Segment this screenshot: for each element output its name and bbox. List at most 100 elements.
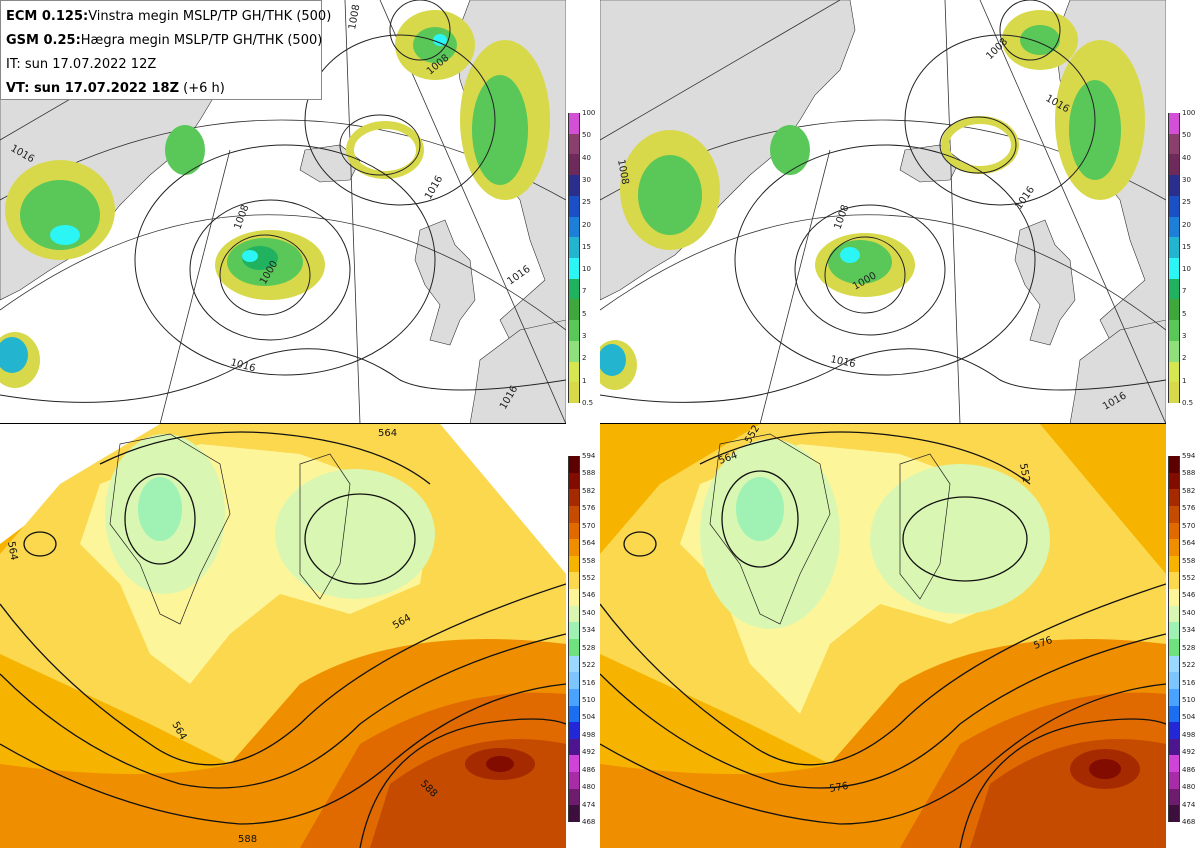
thickness-colorbar-segment (1168, 555, 1180, 573)
precip-colorbar-segment (1168, 340, 1180, 362)
panel-divider-horizontal-right (600, 423, 1166, 424)
thickness-colorbar-segment (1168, 672, 1180, 689)
british-isles-land (1014, 219, 1076, 346)
thickness-colorbar-segment (568, 472, 580, 490)
british-isles-land (414, 219, 476, 346)
thickness-colorbar-label: 570 (1182, 521, 1196, 530)
precip-colorbar-segment (568, 113, 580, 134)
precip-colorbar-label: 40 (1182, 153, 1191, 162)
thickness-colorbar-label: 486 (582, 765, 596, 774)
thickness-colorbar-segment (568, 805, 580, 822)
thickness-colorbar-label: 468 (1182, 818, 1196, 826)
precip-colorbar-segment (1168, 237, 1180, 258)
thickness-colorbar-segment (1168, 589, 1180, 606)
contour-label: 564 (5, 541, 19, 562)
info-line-valid-time: VT: sun 17.07.2022 18Z (+6 h) (6, 77, 316, 101)
precip-colorbar-label: 50 (1182, 131, 1191, 140)
thickness-colorbar-segment (568, 555, 580, 573)
precip-colorbar-segment (568, 216, 580, 238)
thickness-colorbar-label: 474 (582, 800, 596, 809)
panel-divider-horizontal-left (0, 423, 566, 424)
thickness-colorbar-segment (1168, 788, 1180, 806)
thickness-colorbar-label: 564 (582, 539, 596, 548)
precip-colorbar-segment (568, 278, 580, 300)
gsm-thickness-svg: 552 552 576 576 564 (600, 424, 1166, 848)
thickness-colorbar-segment (1168, 489, 1180, 506)
precip-colorbar-segment (1168, 133, 1180, 155)
thickness-colorbar-label: 480 (582, 783, 596, 792)
thickness-colorbar-segment (1168, 805, 1180, 822)
precip-colorbar-label: 100 (1182, 109, 1196, 117)
thickness-colorbar-segment (1168, 539, 1180, 556)
europe-land (1069, 319, 1166, 424)
thickness-colorbar-segment (1168, 688, 1180, 706)
contour-label: 576 (829, 781, 850, 795)
thickness-colorbar-label: 510 (1182, 696, 1196, 704)
thickness-colorbar-label: 576 (1182, 504, 1196, 513)
precip-colorbar-label: 5 (1182, 309, 1187, 318)
ecm-model-label: ECM 0.125: (6, 9, 89, 24)
precip-colorbar-label: 1 (1182, 376, 1187, 385)
contour-label: 564 (378, 428, 397, 439)
precip-colorbar-segment (568, 237, 580, 258)
precip-colorbar-label: 3 (1182, 332, 1187, 341)
thickness-colorbar-segment (568, 539, 580, 556)
valid-time: VT: sun 17.07.2022 18Z (6, 81, 179, 96)
precip-colorbar-segment (1168, 382, 1180, 403)
thickness-colorbar-label: 588 (582, 469, 596, 478)
precip-colorbar-label: 25 (582, 198, 591, 207)
thickness-colorbar-segment (1168, 522, 1180, 540)
thickness-colorbar-label: 492 (1182, 748, 1196, 757)
ecm-thickness-map: 564 564 564 588 588 564 (0, 424, 566, 848)
thickness-colorbar-segment (1168, 456, 1180, 473)
thickness-colorbar-label: 498 (1182, 730, 1196, 739)
precip-colorbar-segment (1168, 195, 1180, 217)
thickness-colorbar-segment (568, 639, 580, 656)
thickness-colorbar-label: 552 (582, 574, 596, 582)
precip-colorbar-segment (1168, 258, 1180, 279)
thickness-colorbar-segment (568, 672, 580, 689)
precip-colorbar-label: 0.5 (582, 399, 594, 407)
thickness-colorbar-label: 594 (582, 452, 596, 460)
precip-colorbar-segment (1168, 154, 1180, 176)
thickness-colorbar-label: 588 (1182, 469, 1196, 478)
ecm-model-desc: Vinstra megin MSLP/TP GH/THK (500) (88, 9, 332, 24)
precip-colorbar-label: 2 (1182, 354, 1187, 363)
precip-colorbar-segment (1168, 320, 1180, 341)
thickness-colorbar-label: 522 (582, 661, 596, 670)
precip-colorbar-segment (1168, 278, 1180, 300)
info-line-gsm: GSM 0.25:Hægra megin MSLP/TP GH/THK (500… (6, 29, 322, 53)
thickness-colorbar-label: 498 (582, 730, 596, 739)
thickness-low-east (870, 464, 1050, 614)
thickness-colorbar-segment (568, 722, 580, 739)
thickness-colorbar-label: 474 (1182, 800, 1196, 809)
thickness-colorbar-label: 516 (582, 678, 596, 687)
lead-time: (+6 h) (183, 81, 225, 96)
thickness-colorbar-label: 534 (582, 626, 596, 635)
thickness-colorbar-segment (568, 772, 580, 789)
precip-colorbar-segment (568, 195, 580, 217)
info-line-ecm: ECM 0.125:Vinstra megin MSLP/TP GH/THK (… (6, 5, 331, 29)
thickness-colorbar-segment (568, 738, 580, 756)
precip-colorbar-segment (568, 133, 580, 155)
thickness-colorbar-segment (1168, 622, 1180, 639)
thickness-colorbar-label: 492 (582, 748, 596, 757)
precip-colorbar-label: 50 (582, 131, 591, 140)
thickness-colorbar-segment (568, 489, 580, 506)
gsm-mslp-precip-map: 1008 1008 1000 1016 1016 1008 1016 1016 (600, 0, 1166, 424)
thickness-colorbar-label: 594 (1182, 452, 1196, 460)
precip-colorbar-segment (1168, 113, 1180, 134)
ecm-thickness-svg: 564 564 564 588 588 564 (0, 424, 566, 848)
precip-colorbar-label: 20 (582, 220, 591, 229)
thickness-colorbar-segment (1168, 505, 1180, 523)
thickness-colorbar-label: 546 (1182, 591, 1196, 600)
precip-colorbar-right: 100 50 40 30 25 20 15 10 7 5 3 2 1 0.5 (1168, 109, 1200, 407)
thickness-colorbar-label: 558 (1182, 556, 1196, 565)
thickness-colorbar-segment (568, 688, 580, 706)
precip-colorbar-segment (568, 340, 580, 362)
thickness-colorbar-label: 570 (582, 521, 596, 530)
thickness-colorbar-segment (1168, 572, 1180, 590)
model-info-header: ECM 0.125:Vinstra megin MSLP/TP GH/THK (… (0, 0, 331, 101)
europe-land (469, 319, 566, 424)
thickness-colorbar-label: 510 (582, 696, 596, 704)
